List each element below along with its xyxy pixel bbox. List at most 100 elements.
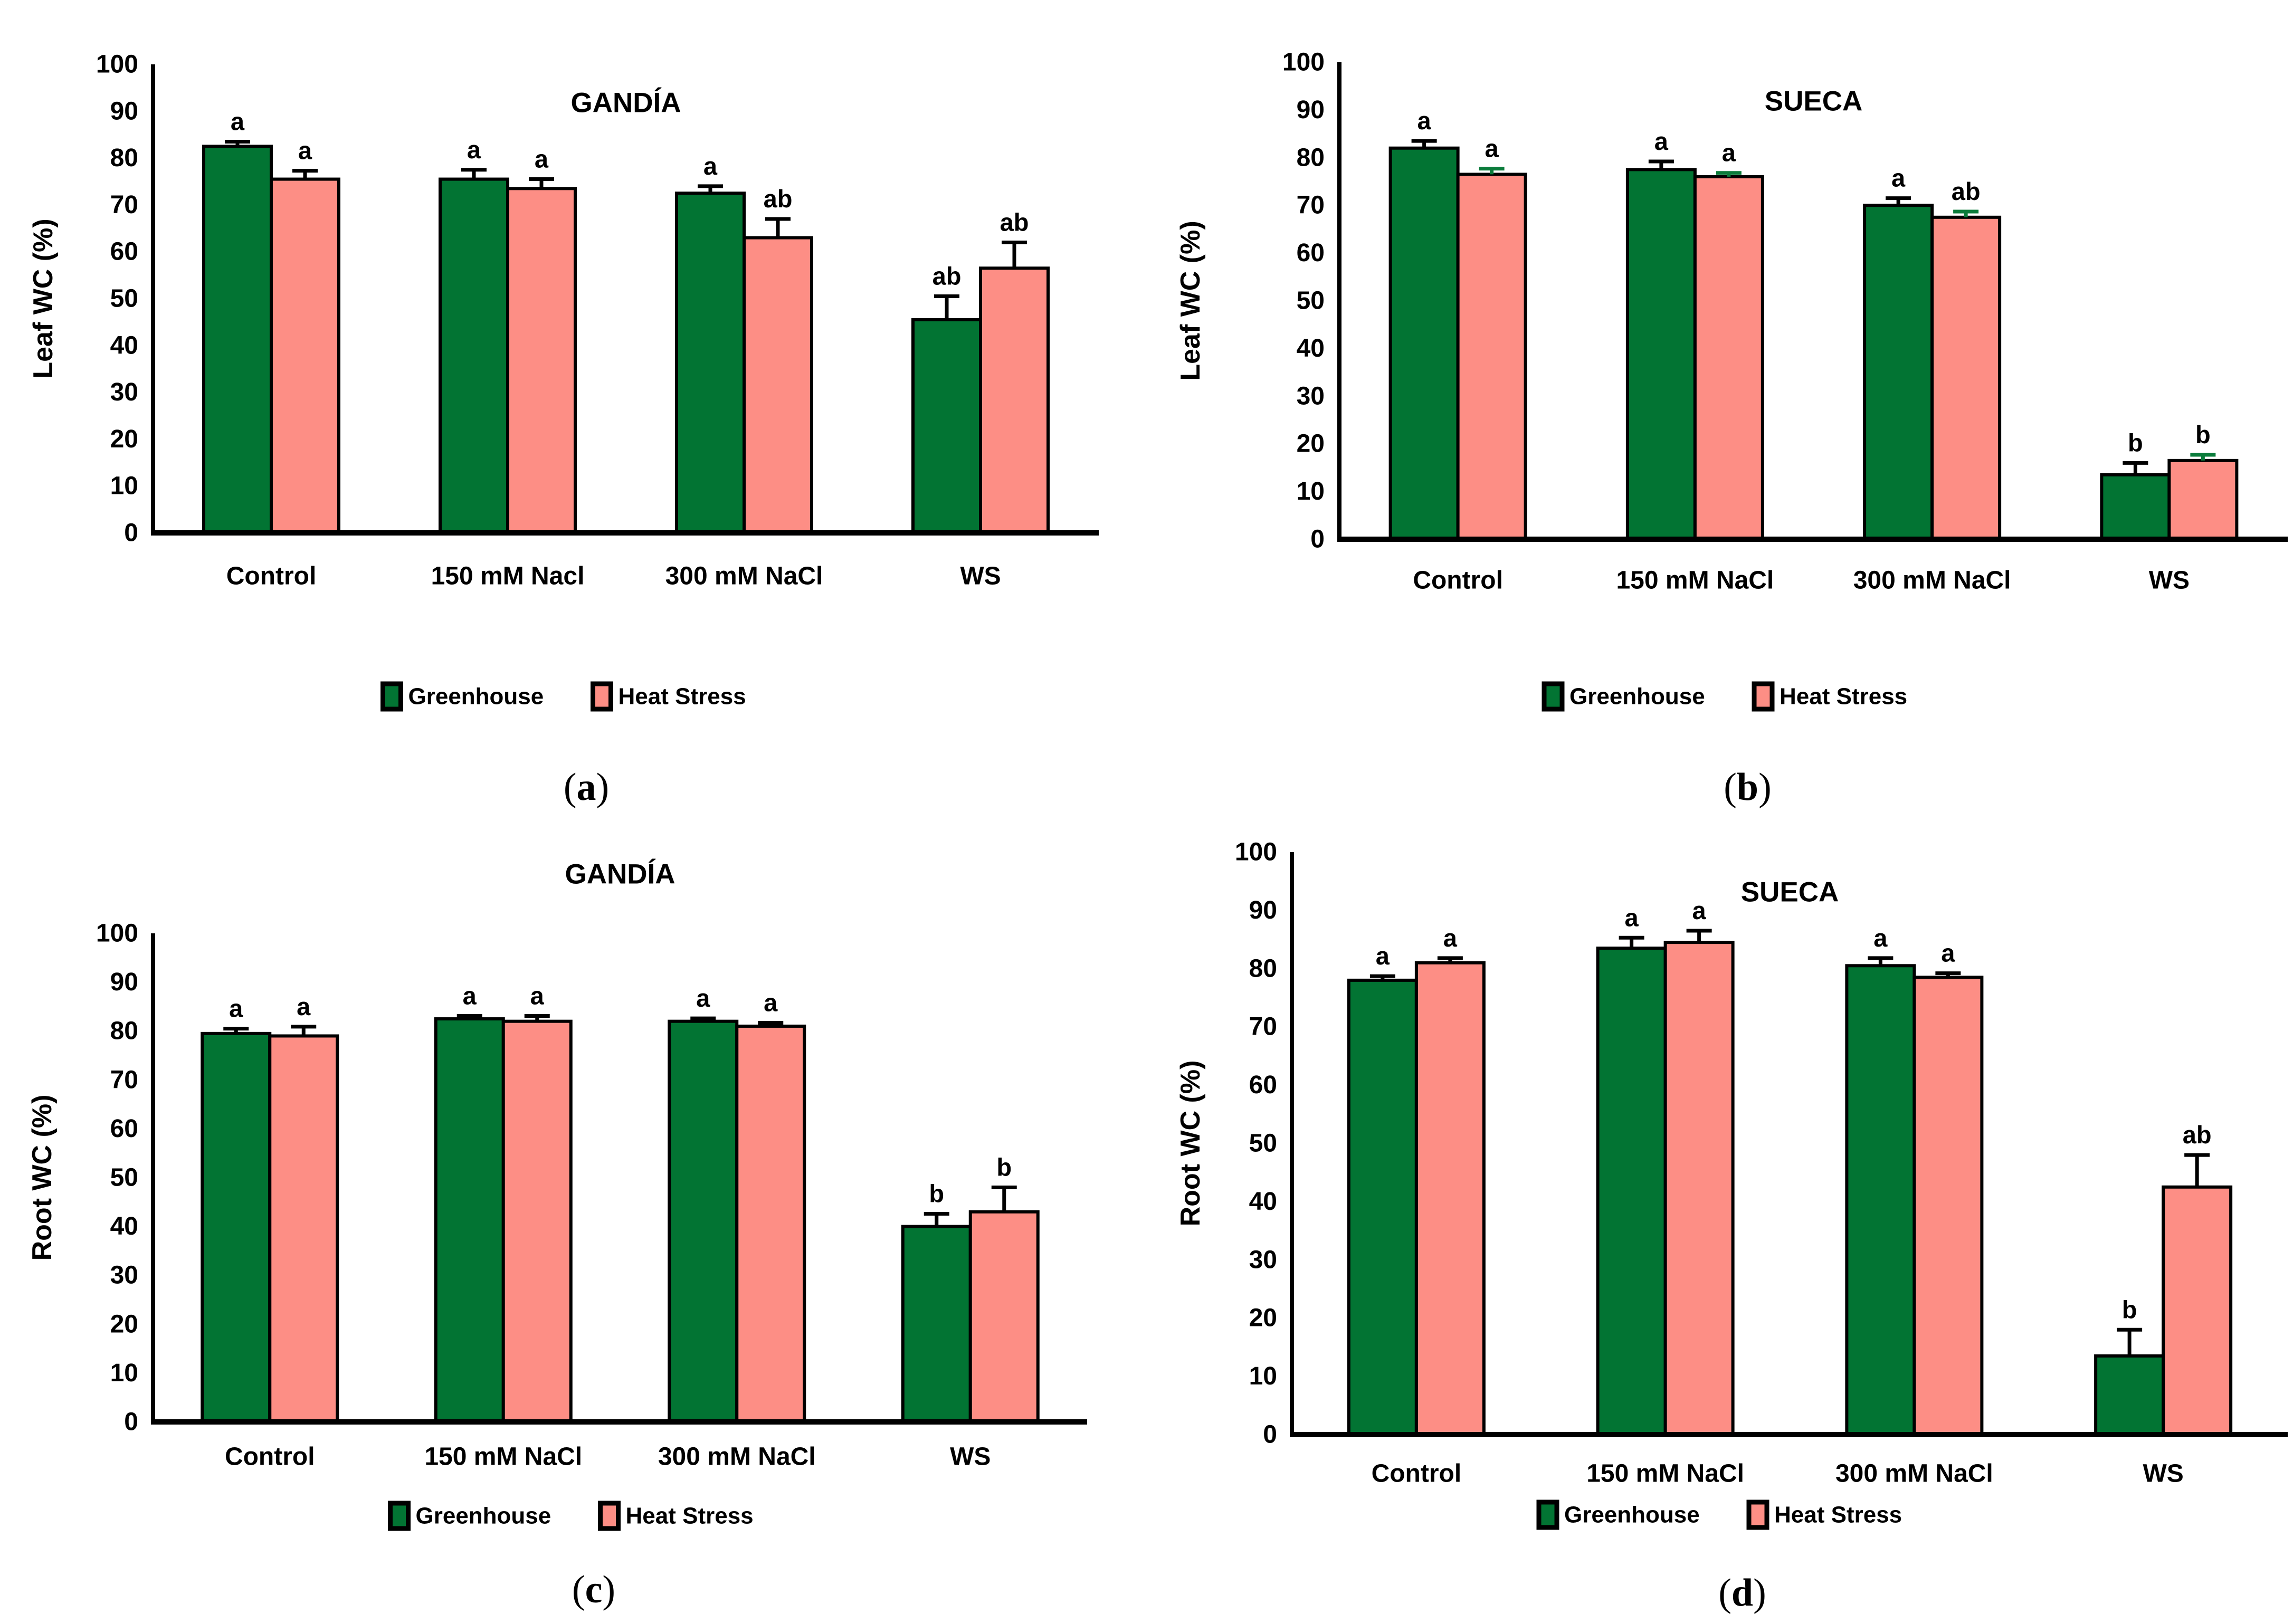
panel-a-chart: a a Control a a 150 mM Nacl a ab 300 mM NaCl ab ab… (28, 51, 1099, 809)
y-tick-label-20: 20 (110, 1310, 138, 1338)
panel-title: GANDÍA (565, 858, 675, 890)
bar-heat-stress-300-mm-nacl (743, 236, 813, 534)
sig-letter-heat-stress-ws: ab (1000, 208, 1029, 236)
panel-d: a a Control a a 150 mM NaCl a a 300 mM NaCl b ab WS… (1146, 812, 2293, 1624)
y-tick-label-100: 100 (1282, 49, 1325, 77)
bar-heat-stress-300-mm-nacl (735, 1024, 806, 1424)
legend-swatch-greenhouse (380, 681, 403, 712)
y-tick-label-70: 70 (110, 1066, 138, 1094)
sig-letter-heat-stress-control: a (298, 137, 312, 165)
sig-letter-greenhouse-control: a (231, 108, 245, 136)
y-tick-label-60: 60 (110, 1115, 138, 1143)
bar-greenhouse-300-mm-nacl (1863, 204, 1934, 541)
sig-letter-heat-stress-300-mm-nacl: a (1941, 939, 1955, 967)
y-tick-label-50: 50 (1297, 287, 1325, 315)
y-axis-title: Leaf WC (%) (1175, 221, 1206, 380)
y-axis-title: Leaf WC (%) (28, 218, 59, 378)
legend-swatch-greenhouse (1536, 1499, 1559, 1530)
sig-letter-greenhouse-300-mm-nacl: a (1873, 924, 1888, 952)
sig-letter-greenhouse-150-mm-nacl: a (1625, 903, 1639, 931)
bar-greenhouse-control (1388, 146, 1460, 541)
sig-letter-heat-stress-150-mm-nacl: a (535, 145, 549, 173)
panel-caption: (a) (564, 766, 609, 809)
y-tick-label-90: 90 (110, 968, 138, 996)
x-category-label-300-mm-nacl: 300 mM NaCl (665, 562, 823, 590)
y-axis-title: Root WC (%) (27, 1095, 58, 1261)
bar-greenhouse-ws (2094, 1354, 2165, 1436)
y-tick-label-80: 80 (1249, 954, 1277, 982)
x-category-label-control: Control (1372, 1460, 1462, 1488)
y-tick-label-50: 50 (110, 285, 138, 313)
panel-caption: (c) (572, 1568, 615, 1611)
bar-greenhouse-control (1347, 978, 1418, 1436)
bar-heat-stress-300-mm-nacl (1930, 215, 2002, 541)
y-tick-label-30: 30 (110, 378, 138, 406)
sig-letter-greenhouse-ws: b (929, 1180, 944, 1208)
y-tick-label-20: 20 (1249, 1304, 1277, 1332)
sig-letter-heat-stress-control: a (1443, 924, 1458, 952)
y-tick-label-80: 80 (110, 1017, 138, 1045)
bar-greenhouse-control (201, 1031, 272, 1424)
legend-label-greenhouse: Greenhouse (416, 1503, 551, 1529)
y-tick-label-100: 100 (96, 51, 138, 79)
y-tick-label-20: 20 (1297, 430, 1325, 458)
y-tick-label-80: 80 (1297, 144, 1325, 171)
x-category-label-150-mm-nacl: 150 mM Nacl (431, 562, 585, 590)
sig-letter-greenhouse-300-mm-nacl: a (1891, 164, 1906, 192)
y-tick-label-70: 70 (110, 191, 138, 219)
y-tick-label-50: 50 (1249, 1130, 1277, 1158)
y-tick-label-0: 0 (124, 519, 138, 547)
sig-letter-greenhouse-control: a (229, 995, 243, 1023)
x-category-label-150-mm-nacl: 150 mM NaCl (1616, 567, 1774, 595)
sig-letter-heat-stress-ws: ab (2183, 1121, 2212, 1149)
y-tick-label-10: 10 (110, 1359, 138, 1387)
panel-d-chart: a a Control a a 150 mM NaCl a a 300 mM NaCl b ab WS… (1175, 838, 2288, 1615)
bar-greenhouse-300-mm-nacl (1845, 964, 1916, 1436)
bar-greenhouse-300-mm-nacl (675, 192, 746, 534)
y-tick-label-90: 90 (110, 97, 138, 125)
bar-greenhouse-150-mm-nacl (434, 1017, 505, 1424)
panel-title: SUECA (1765, 86, 1863, 117)
sig-letter-heat-stress-control: a (1485, 135, 1499, 163)
sig-letter-greenhouse-ws: ab (933, 262, 962, 290)
y-tick-label-90: 90 (1297, 96, 1325, 124)
legend-swatch-greenhouse (388, 1501, 411, 1531)
y-tick-label-10: 10 (1297, 477, 1325, 505)
legend-label-greenhouse: Greenhouse (1569, 684, 1705, 710)
sig-letter-heat-stress-150-mm-nacl: a (1692, 896, 1707, 924)
y-tick-label-30: 30 (110, 1262, 138, 1289)
y-tick-label-90: 90 (1249, 896, 1277, 924)
x-category-label-150-mm-nacl: 150 mM NaCl (1586, 1460, 1744, 1488)
sig-letter-heat-stress-300-mm-nacl: ab (764, 185, 793, 213)
legend-swatch-heat-stress (1752, 681, 1775, 712)
bar-greenhouse-150-mm-nacl (439, 177, 509, 534)
legend-label-heat-stress: Heat Stress (1774, 1502, 1902, 1528)
y-tick-label-60: 60 (1249, 1071, 1277, 1099)
sig-letter-heat-stress-300-mm-nacl: a (764, 988, 778, 1016)
bar-greenhouse-ws (2100, 473, 2171, 541)
bar-heat-stress-150-mm-nacl (506, 187, 577, 534)
bar-greenhouse-300-mm-nacl (668, 1019, 739, 1424)
sig-letter-greenhouse-300-mm-nacl: a (703, 152, 718, 180)
legend-label-heat-stress: Heat Stress (619, 684, 746, 710)
sig-letter-heat-stress-ws: b (996, 1153, 1012, 1181)
x-category-label-300-mm-nacl: 300 mM NaCl (658, 1443, 816, 1471)
y-tick-label-30: 30 (1249, 1246, 1277, 1274)
bar-heat-stress-150-mm-nacl (1693, 175, 1764, 541)
bar-heat-stress-ws (2167, 458, 2239, 541)
bar-heat-stress-control (1414, 961, 1486, 1436)
y-tick-label-0: 0 (1310, 526, 1325, 553)
y-tick-label-40: 40 (1249, 1188, 1277, 1216)
sig-letter-greenhouse-150-mm-nacl: a (463, 981, 477, 1009)
x-category-label-control: Control (1413, 567, 1503, 595)
sig-letter-greenhouse-300-mm-nacl: a (696, 984, 710, 1012)
x-category-label-300-mm-nacl: 300 mM NaCl (1835, 1460, 1993, 1488)
sig-letter-heat-stress-ws: b (2195, 421, 2211, 448)
bar-greenhouse-ws (901, 1225, 972, 1424)
y-tick-label-40: 40 (1297, 335, 1325, 362)
y-tick-label-50: 50 (110, 1164, 138, 1192)
x-category-label-ws: WS (2143, 1460, 2183, 1488)
sig-letter-heat-stress-150-mm-nacl: a (1722, 139, 1736, 167)
y-tick-label-20: 20 (110, 425, 138, 453)
x-category-label-ws: WS (960, 562, 1001, 590)
